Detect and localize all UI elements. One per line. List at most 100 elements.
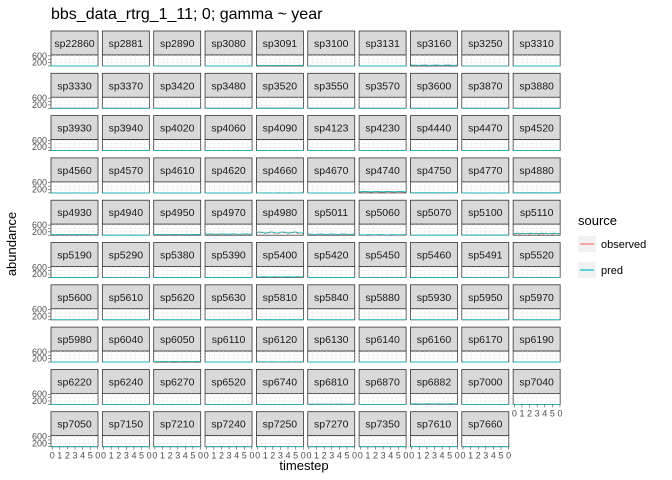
- facet-panel: sp3520: [255, 72, 304, 109]
- x-tick-label: 5: [447, 451, 452, 461]
- x-tick-label: 2: [322, 451, 327, 461]
- x-tick-label: 4: [183, 451, 188, 461]
- facet-strip: [101, 30, 150, 56]
- facet-strip: [50, 72, 99, 98]
- x-tick-label: 1: [468, 451, 473, 461]
- x-tick-label: 0: [198, 451, 203, 461]
- facet-panel: sp5810: [255, 284, 304, 321]
- facet-strip: [153, 411, 202, 437]
- facet-strip: [153, 242, 202, 267]
- facet-strip: [255, 115, 304, 140]
- facet-strip: [461, 30, 510, 56]
- y-tick-label: 200: [32, 227, 47, 237]
- facet-strip-label: sp5100: [468, 207, 503, 219]
- facet-panel: sp3310: [512, 30, 561, 67]
- facet-strip: [512, 242, 561, 267]
- facet-panel: sp3250: [461, 30, 510, 67]
- facet-strip: [307, 157, 356, 183]
- x-tick-label: 0: [255, 451, 260, 461]
- facet-strip-label: sp5011: [314, 207, 348, 219]
- x-tick-label: 1: [211, 451, 216, 461]
- x-tick-label: 1: [519, 408, 524, 418]
- facet-strip: [410, 326, 458, 352]
- facet-strip: [358, 157, 407, 183]
- facet-strip-label: sp4570: [109, 165, 144, 177]
- facet-strip-label: sp7270: [314, 419, 349, 431]
- facet-strip-label: sp4560: [57, 165, 92, 177]
- facet-panel: sp3570: [358, 72, 407, 109]
- x-tick-label: 3: [483, 451, 488, 461]
- facet-panel: sp6040: [101, 326, 150, 363]
- facet-strip-label: sp5880: [365, 292, 400, 304]
- x-tick-label: 5: [396, 451, 401, 461]
- facet-strip-label: sp5520: [519, 250, 554, 262]
- facet-strip-label: sp3600: [417, 80, 452, 92]
- facet-panel: sp6120: [255, 326, 304, 363]
- facet-strip: [461, 284, 510, 310]
- facet-strip-label: sp3100: [314, 38, 349, 50]
- x-tick-label: 5: [139, 451, 144, 461]
- facet-strip-label: sp4930: [57, 207, 92, 219]
- x-tick-label: 1: [417, 451, 422, 461]
- x-tick-label: 0: [152, 451, 157, 461]
- facet-panel: sp5620: [153, 284, 202, 321]
- x-tick-label: 2: [270, 451, 275, 461]
- facet-strip-label: sp5450: [365, 250, 400, 262]
- facet-strip-label: sp5840: [314, 292, 349, 304]
- facet-strip-label: sp5950: [468, 292, 503, 304]
- legend-label: observed: [601, 239, 646, 251]
- facet-strip: [204, 199, 253, 225]
- facet-strip-label: sp5070: [417, 207, 452, 219]
- facet-panel: sp7150: [101, 411, 150, 448]
- facet-strip-label: sp4950: [160, 207, 195, 219]
- facet-panel: sp3420: [153, 72, 202, 109]
- facet-strip-label: sp4750: [417, 165, 452, 177]
- facet-strip: [358, 242, 407, 267]
- facet-strip-label: sp6130: [314, 334, 349, 346]
- x-tick-label: 4: [440, 451, 445, 461]
- facet-strip-label: sp7150: [109, 419, 144, 431]
- facet-panel: sp6270: [153, 368, 202, 405]
- x-tick-label: 5: [88, 451, 93, 461]
- facet-strip-label: sp7210: [160, 419, 195, 431]
- facet-strip: [50, 368, 99, 394]
- facet-strip-label: sp3131: [365, 38, 400, 50]
- facet-panel: sp3091: [255, 30, 304, 67]
- facet-strip-label: sp5810: [263, 292, 298, 304]
- facet-strip-label: sp3480: [211, 80, 246, 92]
- facet-panel: sp7000: [461, 368, 510, 405]
- facet-panel: sp5060: [358, 199, 407, 236]
- y-tick-label: 600: [32, 389, 47, 399]
- facet-panel: sp5070: [410, 199, 458, 236]
- facet-strip: [50, 199, 99, 225]
- facet-strip: [204, 30, 253, 56]
- facet-strip: [512, 30, 561, 56]
- facet-panel: sp2881: [101, 30, 150, 67]
- facet-strip-label: sp5400: [263, 250, 298, 262]
- facet-panel: sp5011: [307, 199, 356, 236]
- facet-strip: [410, 30, 458, 56]
- y-tick-label: 600: [32, 93, 47, 103]
- x-tick-label: 1: [365, 451, 370, 461]
- y-tick-label: 600: [32, 262, 47, 272]
- facet-strip: [255, 30, 304, 56]
- y-tick-label: 200: [32, 269, 47, 279]
- facet-panel: sp6520: [204, 368, 253, 405]
- facet-panel: sp4750: [410, 157, 458, 194]
- facet-strip-label: sp4060: [211, 123, 246, 135]
- facet-panel: sp5460: [410, 242, 458, 278]
- facet-strip-label: sp5190: [57, 250, 92, 262]
- facet-panel: sp6050: [153, 326, 202, 363]
- facet-strip: [101, 242, 150, 267]
- x-tick-label: 2: [116, 451, 121, 461]
- facet-panel: sp7610: [410, 411, 458, 448]
- facet-strip-label: sp4020: [160, 123, 195, 135]
- facet-strip: [410, 411, 458, 437]
- facet-strip-label: sp3930: [57, 123, 92, 135]
- facet-panel: sp5390: [204, 242, 253, 278]
- facet-strip: [101, 368, 150, 394]
- y-tick-label: 200: [32, 185, 47, 195]
